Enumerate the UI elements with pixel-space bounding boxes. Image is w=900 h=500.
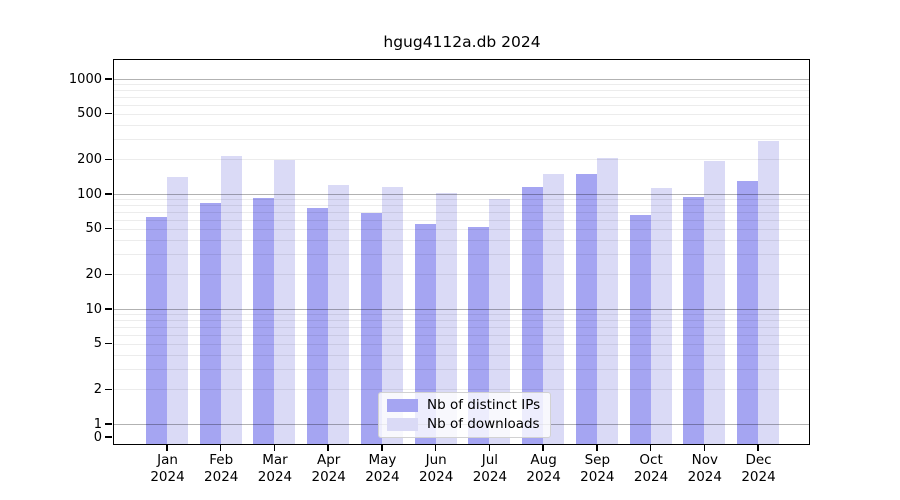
bar-downloads-mar-2024	[274, 159, 296, 444]
x-tick-mark	[649, 444, 652, 451]
y-tick-mark	[105, 436, 112, 438]
y-tick-label: 10	[85, 301, 102, 317]
gridline-major	[114, 79, 809, 80]
x-tick-mark	[542, 444, 544, 451]
y-tick-label: 5	[93, 336, 102, 352]
bar-distinct-ips-sep-2024	[575, 173, 597, 444]
bar-distinct-ips-feb-2024	[199, 202, 221, 444]
bar-distinct-ips-jun-2024	[414, 223, 436, 444]
bar-distinct-ips-nov-2024	[683, 197, 705, 444]
bar-downloads-may-2024	[381, 187, 403, 444]
x-tick-mark	[596, 444, 598, 451]
x-tick-mark	[488, 444, 491, 451]
y-tick-mark	[105, 273, 112, 276]
y-tick-label: 100	[77, 186, 102, 202]
y-tick-mark	[105, 158, 112, 161]
x-tick-mark	[434, 444, 437, 451]
y-tick-mark	[105, 423, 112, 425]
y-tick-mark	[105, 193, 112, 195]
bar-downloads-jun-2024	[435, 193, 457, 444]
x-tick-label-jan-2024: Jan 2024	[150, 452, 185, 485]
x-tick-mark	[220, 444, 222, 451]
bar-downloads-jan-2024	[167, 177, 188, 444]
bar-downloads-sep-2024	[596, 158, 618, 444]
bar-downloads-nov-2024	[704, 160, 726, 444]
x-tick-mark	[757, 444, 759, 451]
y-tick-mark	[105, 342, 112, 345]
x-tick-label-jul-2024: Jul 2024	[472, 452, 508, 485]
x-tick-label-feb-2024: Feb 2024	[204, 452, 239, 485]
x-tick-mark	[273, 444, 276, 451]
y-tick-mark	[105, 227, 112, 230]
legend: Nb of distinct IPs Nb of downloads	[378, 392, 552, 438]
bar-downloads-feb-2024	[220, 155, 242, 444]
y-tick-label: 50	[85, 221, 102, 237]
legend-swatch-downloads	[387, 418, 418, 431]
bar-distinct-ips-apr-2024	[307, 208, 329, 444]
bar-distinct-ips-dec-2024	[737, 180, 759, 444]
y-tick-label: 1	[93, 416, 102, 432]
bar-downloads-dec-2024	[758, 140, 780, 444]
legend-item-downloads: Nb of downloads	[387, 417, 540, 432]
gridline-minor	[114, 96, 809, 98]
x-tick-label-mar-2024: Mar 2024	[257, 452, 293, 485]
bar-distinct-ips-aug-2024	[522, 187, 544, 444]
bar-distinct-ips-mar-2024	[253, 198, 275, 444]
legend-swatch-distinct-ips	[387, 399, 418, 412]
gridline-minor	[114, 84, 809, 86]
x-tick-mark	[327, 444, 329, 451]
bar-downloads-apr-2024	[328, 184, 350, 444]
gridline-minor	[114, 113, 809, 115]
legend-label-downloads: Nb of downloads	[427, 416, 540, 432]
y-tick-label: 200	[77, 151, 102, 167]
x-tick-label-apr-2024: Apr 2024	[311, 452, 346, 485]
x-tick-label-oct-2024: Oct 2024	[633, 452, 669, 485]
x-tick-label-jun-2024: Jun 2024	[418, 452, 454, 485]
y-tick-mark	[105, 78, 112, 80]
x-tick-label-dec-2024: Dec 2024	[741, 452, 776, 485]
gridline-minor	[114, 124, 809, 126]
y-tick-label: 0	[93, 429, 102, 445]
y-tick-mark	[105, 112, 112, 115]
bar-distinct-ips-jan-2024	[146, 217, 167, 444]
x-tick-label-sep-2024: Sep 2024	[580, 452, 615, 485]
plot-area	[105, 59, 810, 451]
x-tick-mark	[166, 444, 168, 451]
bar-distinct-ips-oct-2024	[629, 214, 651, 444]
y-tick-label: 2	[93, 381, 102, 397]
y-tick-label: 500	[77, 106, 102, 122]
y-tick-mark	[105, 388, 112, 391]
bar-distinct-ips-may-2024	[360, 213, 382, 444]
x-tick-mark	[703, 444, 705, 451]
bar-downloads-oct-2024	[650, 187, 672, 444]
bar-downloads-aug-2024	[543, 173, 565, 444]
y-tick-label: 20	[85, 266, 102, 282]
legend-label-distinct-ips: Nb of distinct IPs	[427, 397, 541, 413]
x-tick-mark	[381, 444, 383, 451]
chart-title: hgug4112a.db 2024	[383, 33, 541, 51]
legend-item-distinct-ips: Nb of distinct IPs	[387, 398, 540, 413]
gridline-minor	[114, 90, 809, 92]
bar-distinct-ips-jul-2024	[468, 226, 490, 444]
bar-downloads-jul-2024	[489, 198, 511, 444]
x-tick-label-may-2024: May 2024	[365, 452, 400, 485]
gridline-minor	[114, 104, 809, 106]
x-tick-label-aug-2024: Aug 2024	[526, 452, 561, 485]
gridline-minor	[114, 139, 809, 141]
x-tick-label-nov-2024: Nov 2024	[687, 452, 722, 485]
y-tick-label: 1000	[68, 71, 102, 87]
y-tick-mark	[105, 308, 112, 310]
